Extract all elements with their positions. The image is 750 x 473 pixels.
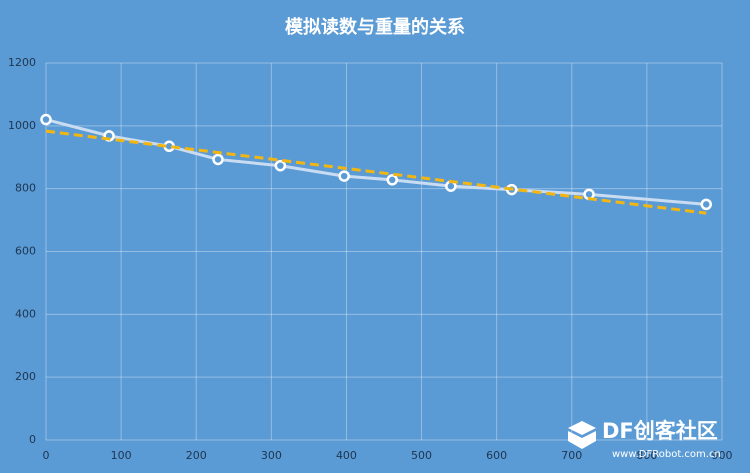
data-point: [338, 170, 350, 182]
x-tick-label: 200: [186, 449, 207, 462]
x-tick-label: 700: [561, 449, 582, 462]
x-tick-label: 300: [261, 449, 282, 462]
y-tick-label: 600: [15, 245, 36, 258]
chart-title: 模拟读数与重量的关系: [285, 16, 465, 38]
watermark-logo: [568, 421, 596, 449]
x-tick-label: 600: [486, 449, 507, 462]
y-tick-label: 400: [15, 307, 36, 320]
watermark-brand: DF创客社区: [602, 419, 718, 443]
y-tick-label: 0: [29, 433, 36, 446]
y-tick-label: 1000: [8, 119, 36, 132]
x-tick-label: 100: [111, 449, 132, 462]
watermark-url: www.DFRobot.com.cn: [612, 449, 721, 460]
data-point: [386, 174, 399, 186]
y-tick-label: 200: [15, 370, 36, 383]
y-tick-label: 1200: [8, 56, 36, 69]
trend-line: [45, 129, 707, 215]
watermark: DF创客社区 www.DFRobot.com.cn: [568, 419, 721, 460]
x-tick-label: 400: [336, 449, 357, 462]
data-point: [212, 153, 224, 166]
x-tick-label: 900: [712, 449, 733, 462]
y-tick-label: 800: [15, 182, 36, 195]
x-tick-label: 500: [411, 449, 432, 462]
data-point: [40, 113, 52, 126]
data-point: [274, 159, 287, 172]
data-point: [700, 198, 712, 211]
x-tick-label: 800: [636, 449, 657, 462]
x-tick-label: 0: [43, 449, 50, 462]
